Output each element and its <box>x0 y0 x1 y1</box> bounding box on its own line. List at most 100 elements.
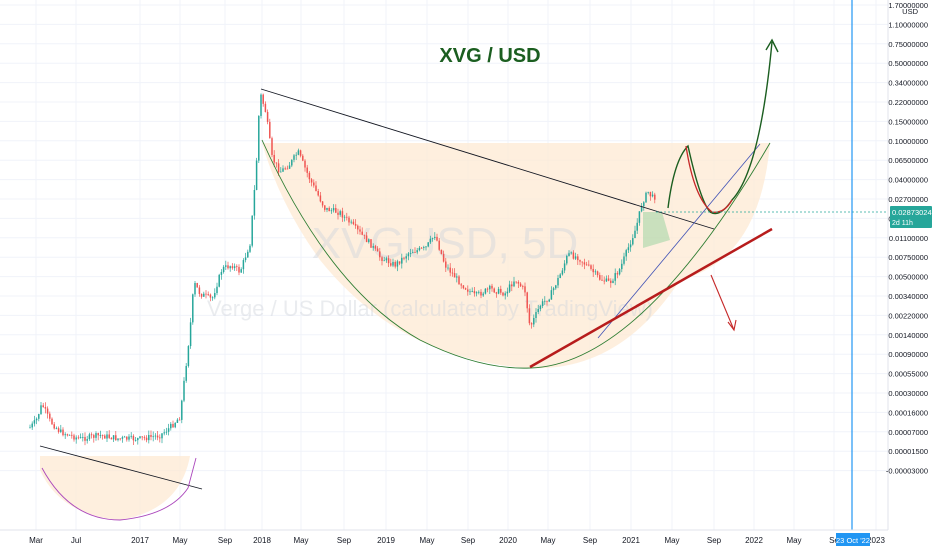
candle-body <box>115 435 117 441</box>
candle <box>106 430 108 443</box>
candle-body <box>605 278 608 282</box>
candle <box>416 247 418 255</box>
candle <box>590 264 592 271</box>
candle-body <box>249 245 251 252</box>
candle-body <box>616 273 619 275</box>
candle <box>121 435 124 443</box>
candle-body <box>643 202 645 207</box>
candle-body <box>75 437 77 440</box>
candle-body <box>414 252 416 254</box>
candle <box>187 345 190 368</box>
candle <box>185 362 187 383</box>
candle <box>429 235 432 245</box>
candle <box>200 293 203 299</box>
candle <box>427 242 429 248</box>
candle <box>275 162 278 168</box>
candle <box>480 289 482 299</box>
candle <box>623 252 625 266</box>
candle-body <box>374 246 377 249</box>
candle <box>306 164 308 178</box>
candle-body <box>335 208 337 213</box>
breakout-box <box>643 212 670 248</box>
candle-body <box>216 286 218 294</box>
candle-body <box>238 266 240 273</box>
candle <box>640 203 643 213</box>
candle-body <box>145 437 148 441</box>
candle <box>139 436 141 439</box>
candle-body <box>51 418 53 425</box>
candle-body <box>407 253 410 257</box>
candle <box>603 276 605 285</box>
candle <box>330 208 333 214</box>
candle-body <box>150 435 152 437</box>
candle <box>163 429 165 436</box>
candle <box>621 259 623 273</box>
candle <box>365 232 368 243</box>
candle <box>339 209 341 217</box>
price-tick-label: 0.00001500 <box>888 447 928 456</box>
candle <box>381 255 383 266</box>
candle <box>550 286 553 300</box>
candle-body <box>299 150 302 156</box>
candle <box>376 246 379 252</box>
candle <box>319 192 322 203</box>
candle <box>398 261 401 266</box>
candle-body <box>357 225 359 230</box>
candle-body <box>218 274 220 287</box>
candle <box>508 280 511 294</box>
candle-body <box>376 248 379 252</box>
candle <box>176 418 179 424</box>
candle <box>645 191 647 204</box>
candle-body <box>363 234 366 236</box>
candle-body <box>537 309 539 313</box>
candle <box>216 282 218 296</box>
candle <box>262 93 264 107</box>
candle-body <box>189 322 192 347</box>
candle-body <box>478 291 480 293</box>
candle <box>211 296 214 301</box>
candle <box>577 253 579 265</box>
candle <box>475 291 478 297</box>
candle-body <box>484 288 487 294</box>
candle-body <box>143 437 146 439</box>
candle <box>396 259 399 272</box>
candle <box>526 291 528 313</box>
candle <box>467 285 469 296</box>
time-tick-label: 2017 <box>131 536 149 545</box>
candle-body <box>207 294 209 295</box>
candle-body <box>486 288 489 290</box>
candle <box>471 287 473 293</box>
candle-body <box>313 182 315 186</box>
candle-body <box>337 212 339 215</box>
price-axis-bg <box>888 0 932 550</box>
candle <box>484 288 487 295</box>
candle <box>390 258 392 267</box>
candle <box>478 290 480 295</box>
candle-body <box>293 155 295 160</box>
candle-body <box>132 435 135 441</box>
candle-body <box>574 256 577 259</box>
candle-body <box>119 438 121 440</box>
candle <box>203 291 205 297</box>
candle-body <box>504 293 506 296</box>
candle <box>174 422 176 429</box>
candle <box>524 282 526 297</box>
candle <box>343 214 346 222</box>
candle-body <box>409 253 412 254</box>
candle <box>588 260 590 267</box>
candle <box>321 200 324 208</box>
candle-body <box>577 256 579 261</box>
candle-body <box>607 278 610 281</box>
candle-body <box>429 238 432 243</box>
candle <box>513 276 515 288</box>
candle-body <box>178 419 181 421</box>
time-axis[interactable]: Mar Jul 2017 May Sep 2018 May Sep 2019 May Sep 2020… <box>0 529 888 546</box>
time-tick-label: Sep <box>461 536 476 545</box>
candle-body <box>515 281 517 283</box>
candle-body <box>517 282 520 284</box>
candle-body <box>546 300 548 302</box>
candle <box>295 152 297 161</box>
